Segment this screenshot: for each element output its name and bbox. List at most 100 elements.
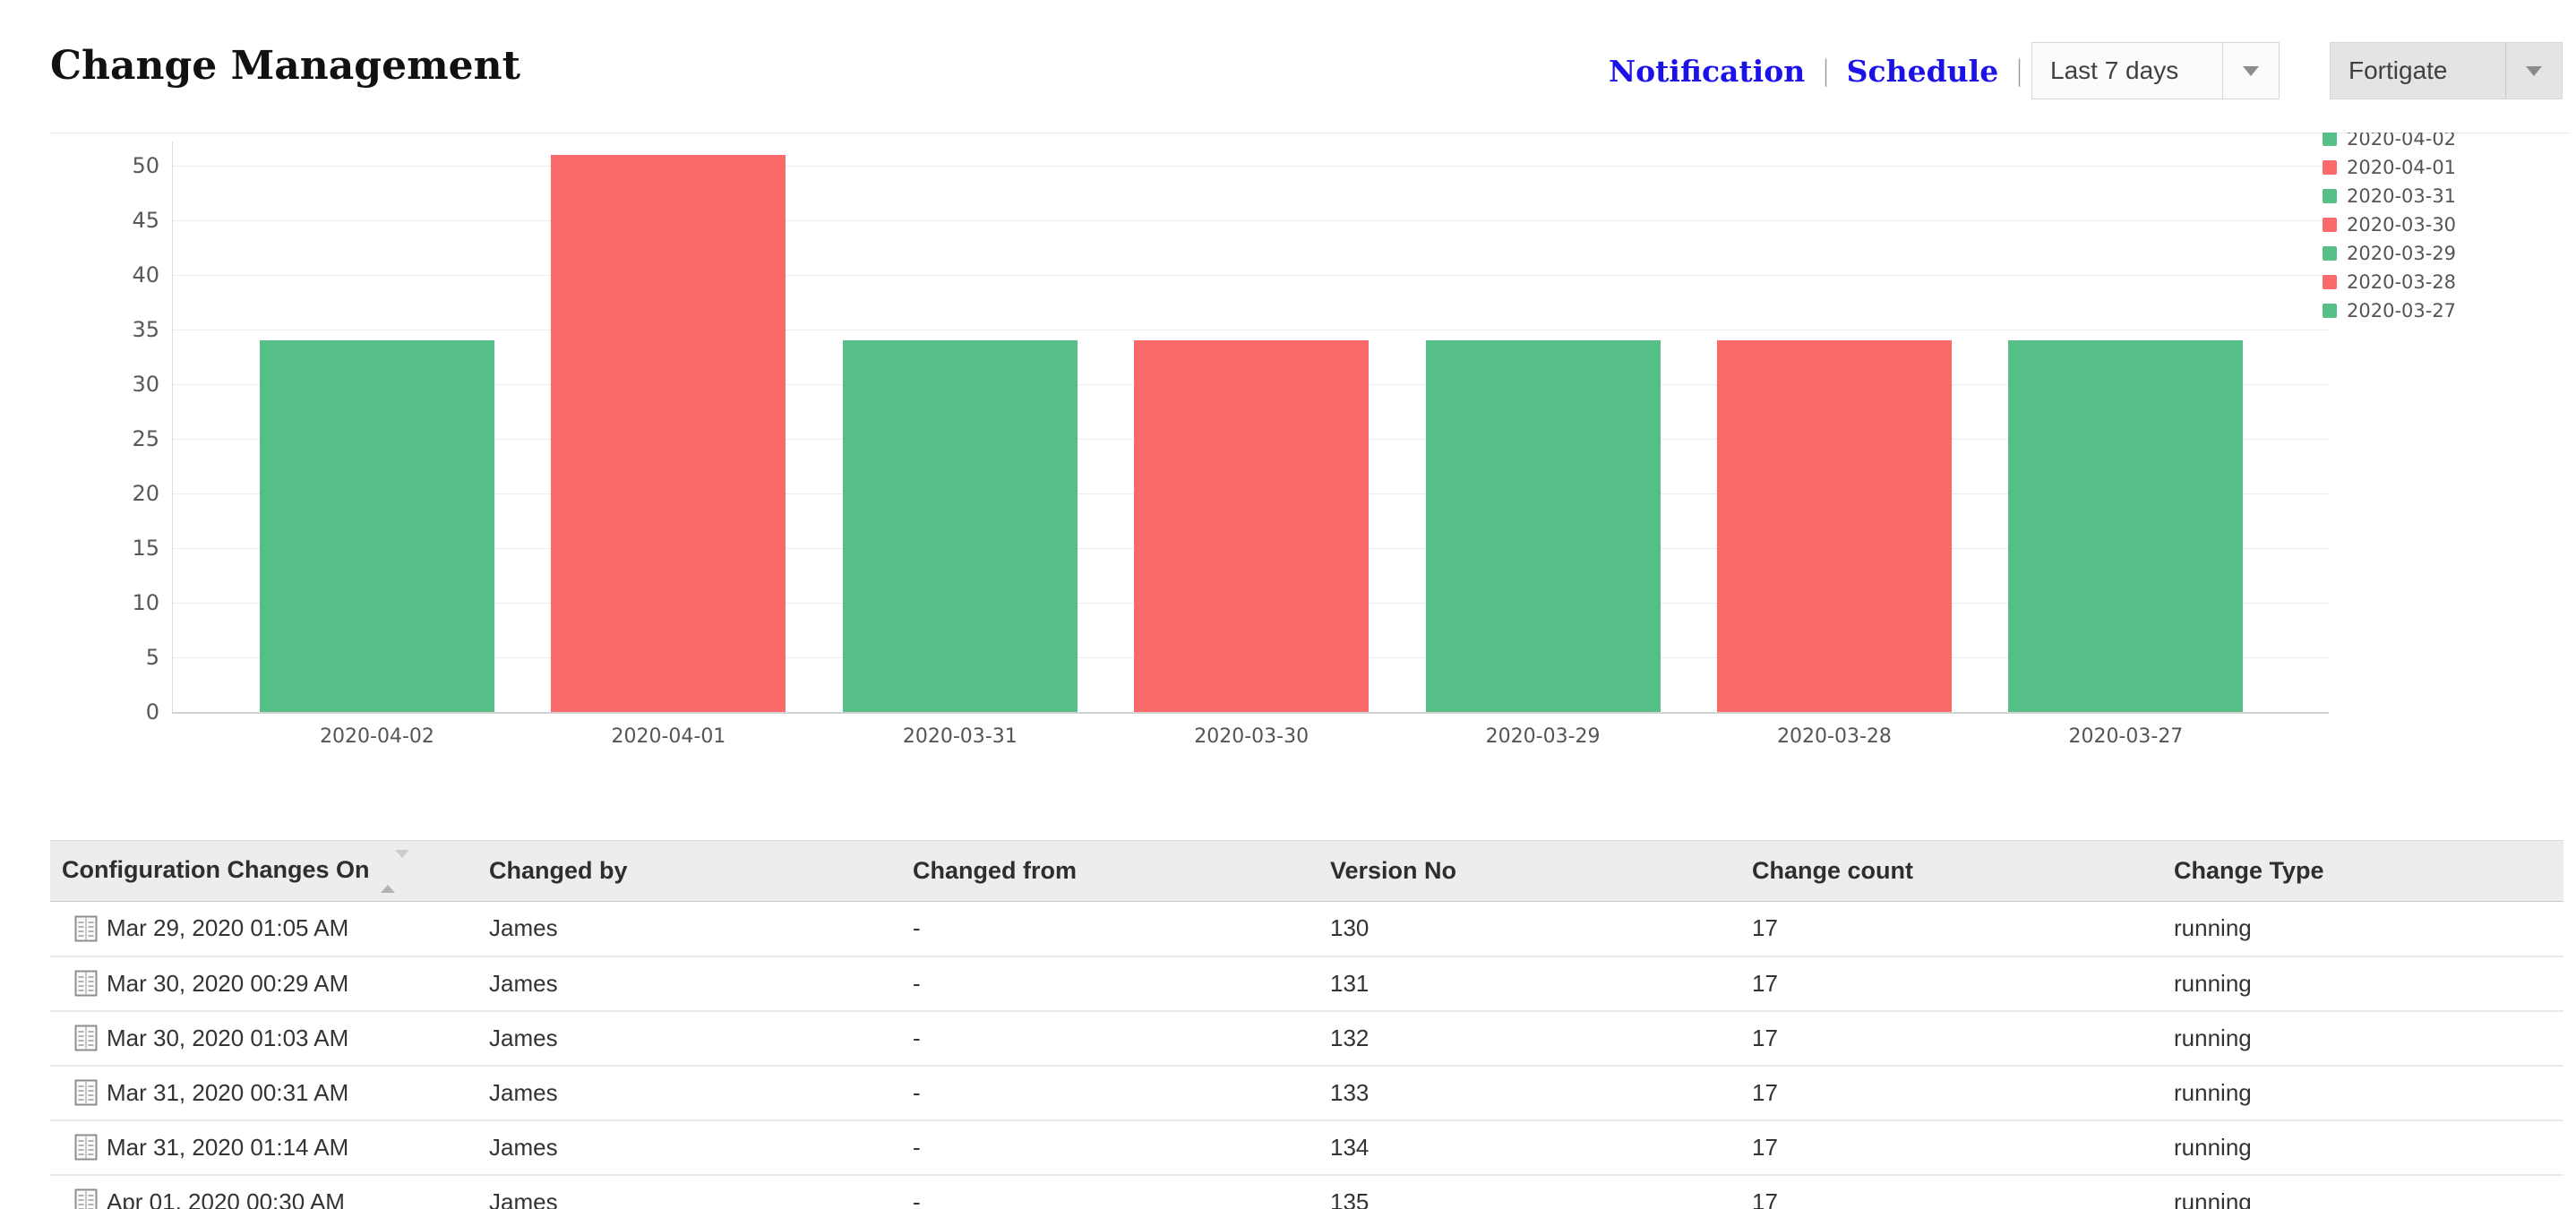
changed-from-cell: - bbox=[913, 1024, 921, 1051]
change-count-cell: 17 bbox=[1752, 969, 1778, 997]
x-tick-label: 2020-03-27 bbox=[2068, 725, 2184, 748]
column-header-configuration-changes-on[interactable]: Configuration Changes On bbox=[50, 841, 477, 902]
table-row: Mar 31, 2020 00:31 AM James - 133 17 running bbox=[50, 1065, 2563, 1120]
change-type-cell: running bbox=[2174, 969, 2252, 997]
version-no-cell: 131 bbox=[1330, 969, 1370, 997]
bar-2020-03-31[interactable] bbox=[842, 340, 1078, 712]
x-tick-label: 2020-04-02 bbox=[320, 725, 434, 748]
changed-by-cell: James bbox=[489, 1078, 558, 1106]
changes-on-date: Apr 01, 2020 00:30 AM bbox=[107, 1188, 345, 1209]
x-tick-label: 2020-03-28 bbox=[1777, 725, 1892, 748]
legend-item-2020-03-29[interactable]: 2020-03-29 bbox=[2323, 239, 2456, 268]
y-tick-label: 0 bbox=[145, 699, 159, 725]
configuration-changes-table: Configuration Changes On Changed by Change… bbox=[50, 840, 2563, 1209]
changes-on-date: Mar 30, 2020 00:29 AM bbox=[107, 969, 349, 997]
version-no-cell: 134 bbox=[1330, 1133, 1370, 1161]
x-tick-label: 2020-04-01 bbox=[611, 725, 726, 748]
table-row: Mar 31, 2020 01:14 AM James - 134 17 running bbox=[50, 1119, 2563, 1175]
bar-2020-03-30[interactable] bbox=[1134, 340, 1370, 712]
column-header-label: Changed by bbox=[489, 857, 628, 884]
table-row: Mar 30, 2020 01:03 AM James - 132 17 running bbox=[50, 1010, 2563, 1066]
column-header-changed-by[interactable]: Changed by bbox=[477, 841, 901, 902]
notification-link[interactable]: Notification bbox=[1609, 53, 1806, 89]
legend-item-2020-03-31[interactable]: 2020-03-31 bbox=[2323, 182, 2456, 210]
changed-by-cell: James bbox=[489, 914, 558, 942]
column-header-changed-from[interactable]: Changed from bbox=[901, 841, 1318, 902]
separator: | bbox=[2014, 55, 2024, 87]
column-header-label: Change Type bbox=[2174, 857, 2324, 884]
changed-by-cell: James bbox=[489, 1024, 558, 1051]
config-version-icon[interactable] bbox=[74, 1134, 98, 1161]
changes-on-content: Apr 01, 2020 00:30 AM bbox=[62, 1188, 477, 1209]
gridline-0 bbox=[172, 712, 2329, 714]
legend-item-2020-03-30[interactable]: 2020-03-30 bbox=[2323, 210, 2456, 239]
table-header-row: Configuration Changes On Changed by Change… bbox=[50, 840, 2563, 902]
chevron-down-icon bbox=[2222, 43, 2279, 99]
sort-down-arrow-icon bbox=[394, 849, 409, 885]
period-select[interactable]: Last 7 days bbox=[2031, 42, 2280, 99]
column-header-label: Changed from bbox=[913, 857, 1078, 884]
x-tick-label: 2020-03-29 bbox=[1485, 725, 1601, 748]
bar-2020-04-01[interactable] bbox=[551, 154, 786, 712]
changes-on-date: Mar 30, 2020 01:03 AM bbox=[107, 1024, 349, 1051]
bar-2020-04-02[interactable] bbox=[260, 340, 494, 712]
y-tick-label: 30 bbox=[132, 372, 159, 397]
change-type-cell: running bbox=[2174, 914, 2252, 942]
changes-on-cell: Mar 29, 2020 01:05 AM bbox=[50, 902, 477, 956]
y-tick-label: 5 bbox=[145, 645, 159, 670]
config-version-icon[interactable] bbox=[74, 970, 98, 997]
column-header-label: Version No bbox=[1330, 857, 1457, 884]
change-type-cell: running bbox=[2174, 1078, 2252, 1106]
y-tick-label: 20 bbox=[132, 481, 159, 506]
changed-from-cell: - bbox=[913, 1078, 921, 1106]
version-no-cell: 135 bbox=[1330, 1188, 1370, 1209]
separator: | bbox=[1821, 55, 1831, 87]
changes-on-date: Mar 29, 2020 01:05 AM bbox=[107, 914, 349, 942]
legend-label: 2020-03-31 bbox=[2347, 185, 2457, 207]
column-header-change-count[interactable]: Change count bbox=[1740, 841, 2162, 902]
config-version-icon[interactable] bbox=[74, 1188, 98, 1209]
legend-label: 2020-03-27 bbox=[2347, 300, 2457, 322]
chart-legend: 2020-04-02 2020-04-01 2020-03-31 2020-03-30… bbox=[2323, 133, 2456, 325]
change-type-cell: running bbox=[2174, 1024, 2252, 1051]
changes-on-content: Mar 31, 2020 01:14 AM bbox=[62, 1134, 477, 1162]
changed-by-cell: James bbox=[489, 969, 558, 997]
changes-on-content: Mar 30, 2020 00:29 AM bbox=[62, 970, 477, 998]
schedule-link[interactable]: Schedule bbox=[1846, 53, 1999, 89]
legend-swatch bbox=[2323, 275, 2337, 289]
change-count-cell: 17 bbox=[1752, 1024, 1778, 1051]
device-select-value: Fortigate bbox=[2348, 56, 2448, 84]
bar-2020-03-29[interactable] bbox=[1425, 340, 1661, 712]
bar-2020-03-28[interactable] bbox=[1717, 340, 1952, 712]
legend-item-2020-03-28[interactable]: 2020-03-28 bbox=[2323, 268, 2456, 296]
y-axis-line bbox=[172, 141, 173, 712]
changes-on-cell: Mar 31, 2020 01:14 AM bbox=[50, 1120, 477, 1175]
column-header-change-type[interactable]: Change Type bbox=[2162, 841, 2563, 902]
y-tick-label: 45 bbox=[132, 208, 159, 233]
bar-2020-03-27[interactable] bbox=[2008, 340, 2244, 712]
changes-on-cell: Apr 01, 2020 00:30 AM bbox=[50, 1175, 477, 1209]
changed-from-cell: - bbox=[913, 969, 921, 997]
device-select[interactable]: Fortigate bbox=[2330, 42, 2563, 99]
legend-item-2020-04-02[interactable]: 2020-04-02 bbox=[2323, 133, 2456, 153]
changed-by-cell: James bbox=[489, 1133, 558, 1161]
gridline-45 bbox=[172, 220, 2329, 221]
legend-swatch bbox=[2323, 133, 2337, 146]
legend-swatch bbox=[2323, 160, 2337, 175]
changes-on-content: Mar 31, 2020 00:31 AM bbox=[62, 1079, 477, 1107]
legend-item-2020-03-27[interactable]: 2020-03-27 bbox=[2323, 296, 2456, 325]
change-count-chart: 0 5 10 15 20 25 30 35 40 45 50 2020-04-02 2020-04-0… bbox=[50, 133, 2569, 748]
x-tick-label: 2020-03-30 bbox=[1194, 725, 1309, 748]
change-count-cell: 17 bbox=[1752, 914, 1778, 942]
y-tick-label: 10 bbox=[132, 590, 159, 615]
config-version-icon[interactable] bbox=[74, 1079, 98, 1106]
column-header-version-no[interactable]: Version No bbox=[1318, 841, 1740, 902]
config-version-icon[interactable] bbox=[74, 1025, 98, 1051]
sort-icon[interactable] bbox=[380, 849, 409, 893]
changed-from-cell: - bbox=[913, 914, 921, 942]
config-version-icon[interactable] bbox=[74, 915, 98, 942]
legend-label: 2020-04-02 bbox=[2347, 133, 2457, 150]
changes-on-cell: Mar 30, 2020 01:03 AM bbox=[50, 1011, 477, 1066]
legend-item-2020-04-01[interactable]: 2020-04-01 bbox=[2323, 153, 2456, 182]
page-title: Change Management bbox=[50, 43, 520, 89]
